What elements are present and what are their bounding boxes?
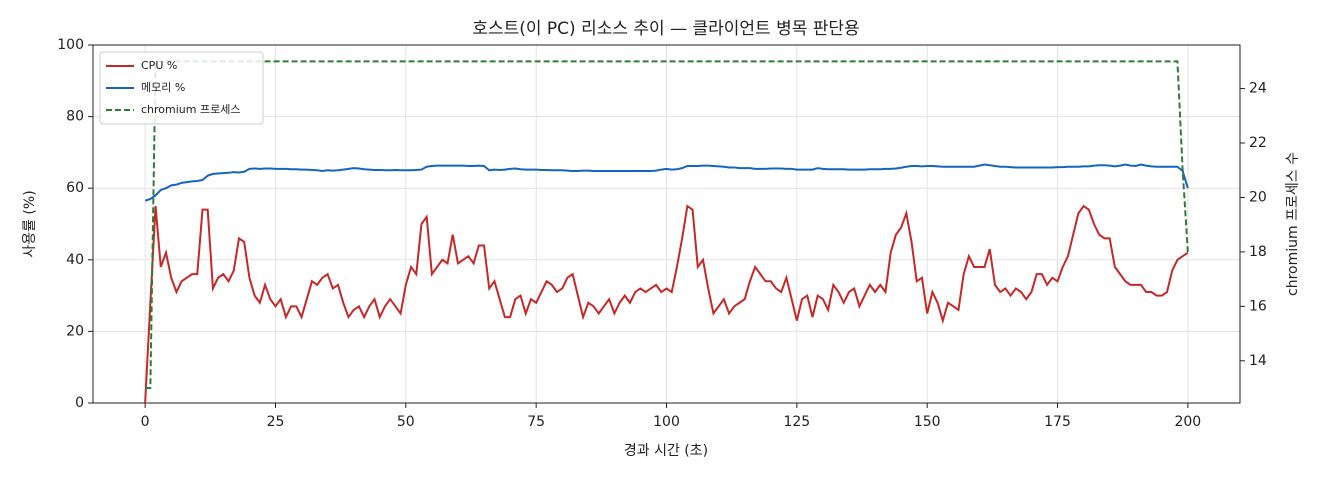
- y-tick-label: 80: [66, 109, 84, 125]
- y2-tick-label: 14: [1249, 353, 1267, 369]
- y-tick-label: 100: [57, 37, 84, 53]
- y2-tick-label: 20: [1249, 189, 1267, 205]
- chart-title: 호스트(이 PC) 리소스 추이 — 클라이언트 병목 판단용: [472, 19, 859, 39]
- legend-label: CPU %: [141, 59, 177, 72]
- y-tick-label: 20: [66, 323, 84, 339]
- x-tick-label: 175: [1044, 414, 1071, 430]
- legend-label: chromium 프로세스: [141, 103, 240, 116]
- legend-label: 메모리 %: [141, 81, 185, 94]
- x-tick-label: 125: [783, 414, 810, 430]
- series-line: [144, 204, 1189, 404]
- x-tick-label: 0: [141, 414, 150, 430]
- x-tick-label: 150: [914, 414, 941, 430]
- series-line: [144, 163, 1189, 202]
- series-line: [145, 60, 1189, 390]
- x-tick-label: 25: [267, 414, 285, 430]
- y2-tick-label: 24: [1249, 81, 1267, 97]
- y2-tick-label: 16: [1249, 298, 1267, 314]
- x-tick-label: 200: [1174, 414, 1201, 430]
- y-tick-label: 60: [66, 180, 84, 196]
- y-axis-label: 사용률 (%): [22, 190, 38, 257]
- y-tick-label: 0: [75, 395, 84, 411]
- y2-tick-label: 22: [1249, 135, 1267, 151]
- x-tick-label: 100: [653, 414, 680, 430]
- x-axis-label: 경과 시간 (초): [624, 443, 708, 459]
- y2-axis-label: chromium 프로세스 수: [1285, 152, 1301, 296]
- x-tick-label: 75: [527, 414, 545, 430]
- y2-tick-label: 18: [1249, 244, 1267, 260]
- plot-frame: [92, 44, 1241, 404]
- legend-box: [99, 51, 264, 125]
- x-tick-label: 50: [397, 414, 415, 430]
- y-tick-label: 40: [66, 252, 84, 268]
